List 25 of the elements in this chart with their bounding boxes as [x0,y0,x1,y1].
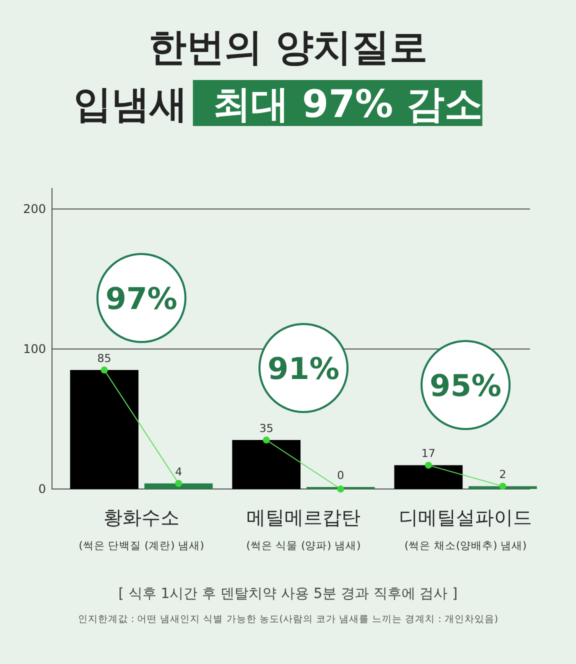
bar [70,370,138,489]
annotation: 91% [268,352,340,387]
annotation: 95% [430,368,502,404]
text: [ 식후 1시간 후 덴탈치약 사용 5분 경과 직후에 검사 ] [118,586,458,602]
chart-subtitle: 입냄새 최대 97% 감소 [74,82,482,126]
y-tick-label: 0 [38,482,46,496]
bar [232,440,301,489]
text: (썩은 채소(양배추) 냄새) [404,540,527,552]
x-tick-label: 메틸메르캅탄 [246,507,360,529]
text: (썩은 단백질 (계란) 냄새) [78,540,204,552]
chart-title: 한번의 양치질로 [148,25,428,69]
y-tick-label: 100 [23,342,46,356]
x-tick-label: 디메틸설파이드 [399,507,532,529]
text: 인지한계값 : 어떤 냄새인지 식별 가능한 농도(사람의 코가 냄새를 느끼는 경계치 : 개인차있음) [78,614,498,625]
y-tick-label: 200 [23,202,46,216]
data-label: 4 [175,465,182,478]
data-label: 0 [337,469,344,482]
annotation: 97% [106,282,178,317]
bar [394,465,463,489]
text: (썩은 식물 (양파) 냄새) [246,540,361,552]
data-label: 35 [259,422,274,435]
data-label: 85 [97,352,112,365]
data-label: 17 [421,447,436,460]
x-tick-label: 황화수소 [103,507,180,529]
data-label: 2 [499,468,506,482]
